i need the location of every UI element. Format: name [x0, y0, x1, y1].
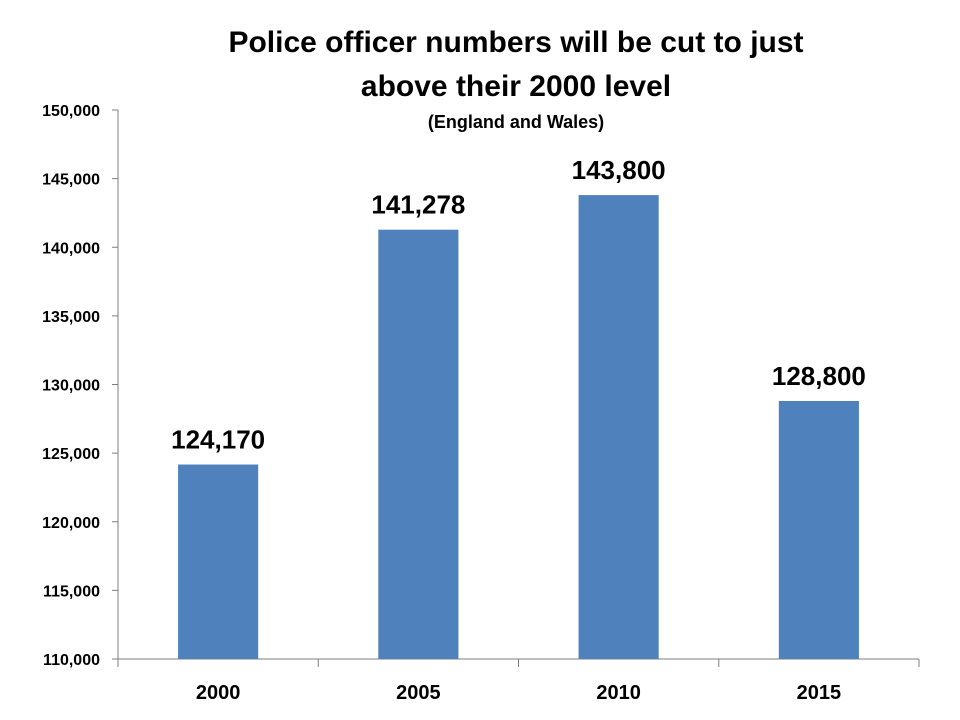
data-labels-group: 124,170 141,278 143,800 128,800 — [171, 155, 866, 454]
y-tick-label: 150,000 — [42, 103, 100, 120]
data-label-2015: 128,800 — [772, 361, 866, 391]
bar-2005 — [378, 229, 459, 659]
bar-2000 — [178, 464, 259, 659]
y-tick-label: 110,000 — [43, 652, 100, 669]
x-tick-label: 2005 — [396, 682, 441, 704]
bars-group — [178, 195, 859, 659]
x-tick-label: 2000 — [196, 682, 241, 704]
x-tick-label: 2010 — [596, 682, 641, 704]
y-tick-label: 140,000 — [42, 240, 100, 257]
bar-2010 — [578, 195, 659, 659]
y-tick-label: 125,000 — [42, 446, 100, 463]
y-axis: 110,000 115,000 120,000 125,000 130,000 135,0… — [42, 103, 119, 669]
data-label-2005: 141,278 — [371, 190, 465, 220]
data-label-2000: 124,170 — [171, 425, 265, 455]
chart-title-line-1: Police officer numbers will be cut to ju… — [228, 26, 803, 59]
y-tick-label: 120,000 — [42, 515, 100, 532]
data-label-2010: 143,800 — [572, 155, 666, 185]
y-tick-label: 145,000 — [42, 172, 100, 189]
chart-subtitle: (England and Wales) — [428, 112, 604, 132]
x-tick-label: 2015 — [797, 682, 842, 704]
y-tick-label: 115,000 — [43, 583, 100, 600]
chart-title-line-2: above their 2000 level — [361, 70, 671, 103]
y-tick-label: 130,000 — [42, 378, 100, 395]
x-axis: 2000 2005 2010 2015 — [117, 658, 920, 704]
y-tick-label: 135,000 — [42, 309, 100, 326]
bar-2015 — [778, 400, 859, 659]
